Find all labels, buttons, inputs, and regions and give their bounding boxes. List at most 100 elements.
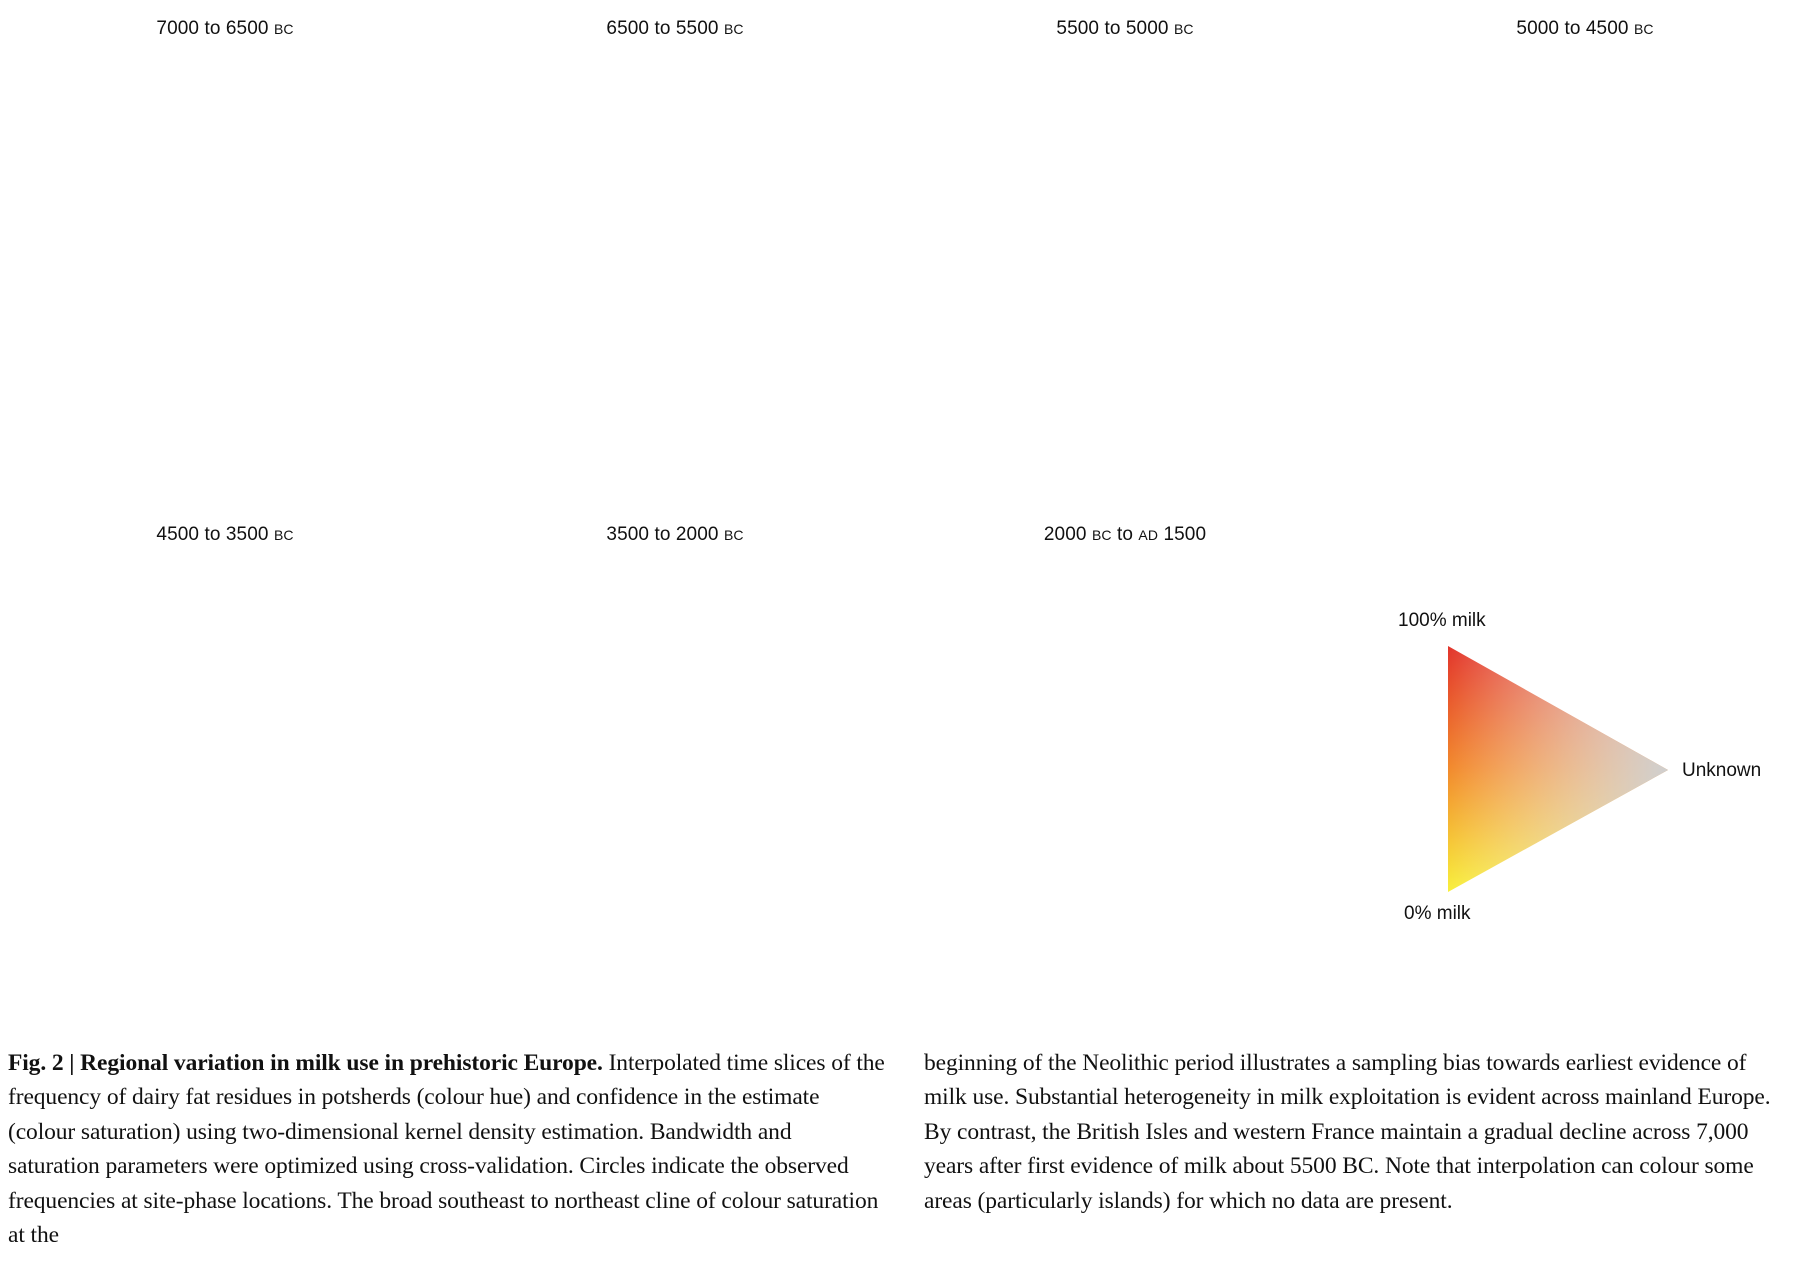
site-circle: [180, 786, 188, 794]
site-circle: [68, 790, 76, 798]
site-circle: [1284, 822, 1292, 830]
site-circle: [281, 769, 289, 777]
site-circle: [672, 834, 680, 842]
site-circle: [1664, 388, 1672, 396]
site-circle: [1522, 272, 1530, 280]
panel-title-range: 6500 to 5500: [606, 18, 724, 39]
density-blob: [20, 829, 160, 939]
site-circle: [1690, 316, 1698, 324]
site-circle: [70, 916, 78, 924]
site-circle: [596, 826, 604, 834]
site-circle: [1082, 916, 1090, 924]
panel-title-range: 5500 to 5000: [1056, 18, 1174, 39]
site-circle: [1502, 252, 1510, 260]
site-circle: [696, 856, 704, 864]
site-circle: [592, 884, 600, 892]
europe-map: [10, 584, 436, 982]
density-blob: [470, 829, 610, 939]
site-circle: [644, 234, 652, 242]
panel-title-era: BC: [273, 21, 294, 37]
density-blob: [380, 356, 436, 416]
site-circle: [1026, 232, 1034, 240]
site-circle: [756, 350, 764, 358]
site-circle: [1700, 326, 1708, 334]
density-blob: [245, 854, 315, 914]
density-blob: [1095, 884, 1225, 964]
site-circle: [71, 809, 79, 817]
site-circle: [520, 818, 528, 826]
site-circle: [1052, 826, 1060, 834]
site-circle: [1121, 317, 1129, 325]
density-blob: [1120, 296, 1300, 436]
caption-left-text: Interpolated time slices of the frequenc…: [8, 1050, 885, 1249]
site-circle: [182, 912, 190, 920]
site-circle: [994, 912, 1002, 920]
figure-label: Fig. 2 | Regional variation in milk use …: [8, 1050, 603, 1076]
site-circle: [668, 892, 676, 900]
site-circle: [75, 891, 83, 899]
site-circle: [72, 872, 80, 880]
site-circle: [772, 318, 780, 326]
density-blob: [840, 401, 886, 451]
site-circle: [1096, 232, 1104, 240]
density-blob: [950, 261, 1030, 331]
density-blob: [1030, 844, 1150, 924]
europe-map: [460, 66, 886, 464]
density-blob: [525, 914, 675, 982]
site-circle: [1001, 317, 1009, 325]
site-circle: [1140, 830, 1148, 838]
site-circle: [720, 878, 728, 886]
site-circle: [788, 286, 796, 294]
site-circle: [1211, 863, 1219, 871]
caption-left: Fig. 2 | Regional variation in milk use …: [8, 1046, 888, 1252]
density-blob: [980, 609, 1120, 699]
site-circle: [1271, 317, 1279, 325]
site-circle: [1512, 262, 1520, 270]
site-circle: [1730, 356, 1738, 364]
density-blob: [670, 814, 850, 954]
site-circle: [740, 382, 748, 390]
density-blob: [660, 266, 820, 386]
site-circle: [288, 870, 296, 878]
site-circle: [744, 900, 752, 908]
density-blob: [975, 396, 1125, 464]
density-blob: [1435, 396, 1585, 464]
site-circle: [1542, 292, 1550, 300]
site-circle: [1021, 317, 1029, 325]
site-circle: [708, 276, 716, 284]
site-circle: [1022, 906, 1030, 914]
site-circle: [1226, 908, 1234, 916]
site-circle: [282, 832, 290, 840]
site-circle: [1456, 304, 1464, 312]
density-blob: [590, 789, 690, 859]
site-circle: [1436, 284, 1444, 292]
legend-bottom-label: 0% milk: [1404, 903, 1471, 924]
panel-title-to: to: [1111, 524, 1139, 545]
site-circle: [1588, 240, 1596, 248]
site-circle: [1578, 400, 1586, 408]
site-circle: [1080, 820, 1088, 828]
site-circle: [792, 774, 800, 782]
site-circle: [1125, 785, 1133, 793]
panel-title: 5000 to 4500 BC: [1372, 18, 1796, 40]
caption-right: beginning of the Neolithic period illust…: [924, 1046, 1790, 1218]
site-circle: [285, 851, 293, 859]
site-circle: [69, 853, 77, 861]
site-circle: [1009, 787, 1017, 795]
density-blob: [1145, 336, 1215, 396]
panel-title: 5500 to 5000 BC: [912, 18, 1338, 40]
site-circle: [616, 906, 624, 914]
density-blob: [560, 286, 680, 366]
site-circle: [1634, 358, 1642, 366]
site-circle: [544, 840, 552, 848]
site-circle: [660, 372, 668, 380]
density-blob: [1380, 311, 1520, 421]
legend-top-label: 100% milk: [1398, 610, 1486, 631]
panel-title-range: 1500: [1158, 524, 1207, 545]
site-circle: [1710, 336, 1718, 344]
density-blob: [1500, 271, 1600, 341]
density-blob: [200, 266, 360, 386]
site-circle: [1476, 324, 1484, 332]
site-circle: [1116, 232, 1124, 240]
europe-map: [910, 66, 1336, 464]
